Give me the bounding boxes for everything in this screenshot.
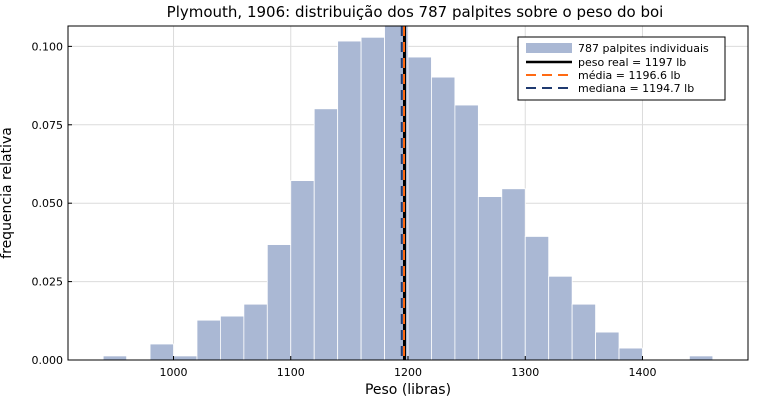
- y-axis-label: frequencia relativa: [0, 127, 15, 259]
- reference-lines: [400, 26, 406, 360]
- histogram-bar: [220, 315, 245, 361]
- histogram-bar: [548, 275, 573, 361]
- histogram-bar: [477, 196, 503, 361]
- x-tick-label: 1000: [160, 366, 188, 379]
- histogram-bar: [337, 40, 362, 361]
- x-tick-label: 1100: [277, 366, 305, 379]
- histogram-bar: [454, 104, 479, 361]
- legend-label-histogram: 787 palpites individuais: [578, 42, 709, 55]
- y-tick-label: 0.025: [32, 276, 64, 289]
- histogram-bar: [149, 343, 174, 361]
- histogram-bar: [595, 331, 620, 361]
- histogram-bars: [102, 24, 714, 361]
- y-tick-label: 0.000: [32, 354, 64, 367]
- x-tick-label: 1300: [511, 366, 539, 379]
- histogram-bar: [266, 244, 292, 361]
- histogram-bar: [618, 347, 643, 361]
- histogram-bar: [571, 303, 596, 361]
- y-tick-label: 0.100: [32, 40, 64, 53]
- y-tick-label: 0.075: [32, 119, 64, 132]
- histogram-bar: [102, 355, 128, 361]
- x-tick-label: 1200: [394, 366, 422, 379]
- histogram-bar: [196, 319, 221, 361]
- x-axis-ticks: 1000 1100 1200 1300 1400: [160, 356, 656, 379]
- y-tick-label: 0.050: [32, 197, 64, 210]
- legend-label-media: média = 1196.6 lb: [578, 69, 681, 82]
- y-axis-ticks: 0.000 0.025 0.050 0.075 0.100: [32, 40, 72, 367]
- histogram-bar: [431, 76, 456, 361]
- histogram-bar: [360, 36, 385, 361]
- x-axis-label: Peso (libras): [365, 382, 451, 398]
- histogram-bar: [313, 108, 339, 361]
- histogram-bar: [290, 180, 315, 361]
- legend: 787 palpites individuais peso real = 119…: [517, 36, 726, 101]
- x-tick-label: 1400: [628, 366, 656, 379]
- histogram-bar: [243, 303, 268, 361]
- histogram-bar: [173, 355, 198, 361]
- histogram-bar: [501, 188, 526, 361]
- histogram-bar: [407, 56, 432, 361]
- histogram-bar: [524, 236, 550, 361]
- histogram-bar: [688, 355, 714, 361]
- chart-title: Plymouth, 1906: distribuição dos 787 pal…: [167, 3, 664, 21]
- legend-label-peso-real: peso real = 1197 lb: [578, 56, 686, 69]
- legend-swatch-histogram: [526, 43, 572, 53]
- legend-label-mediana: mediana = 1194.7 lb: [578, 82, 694, 95]
